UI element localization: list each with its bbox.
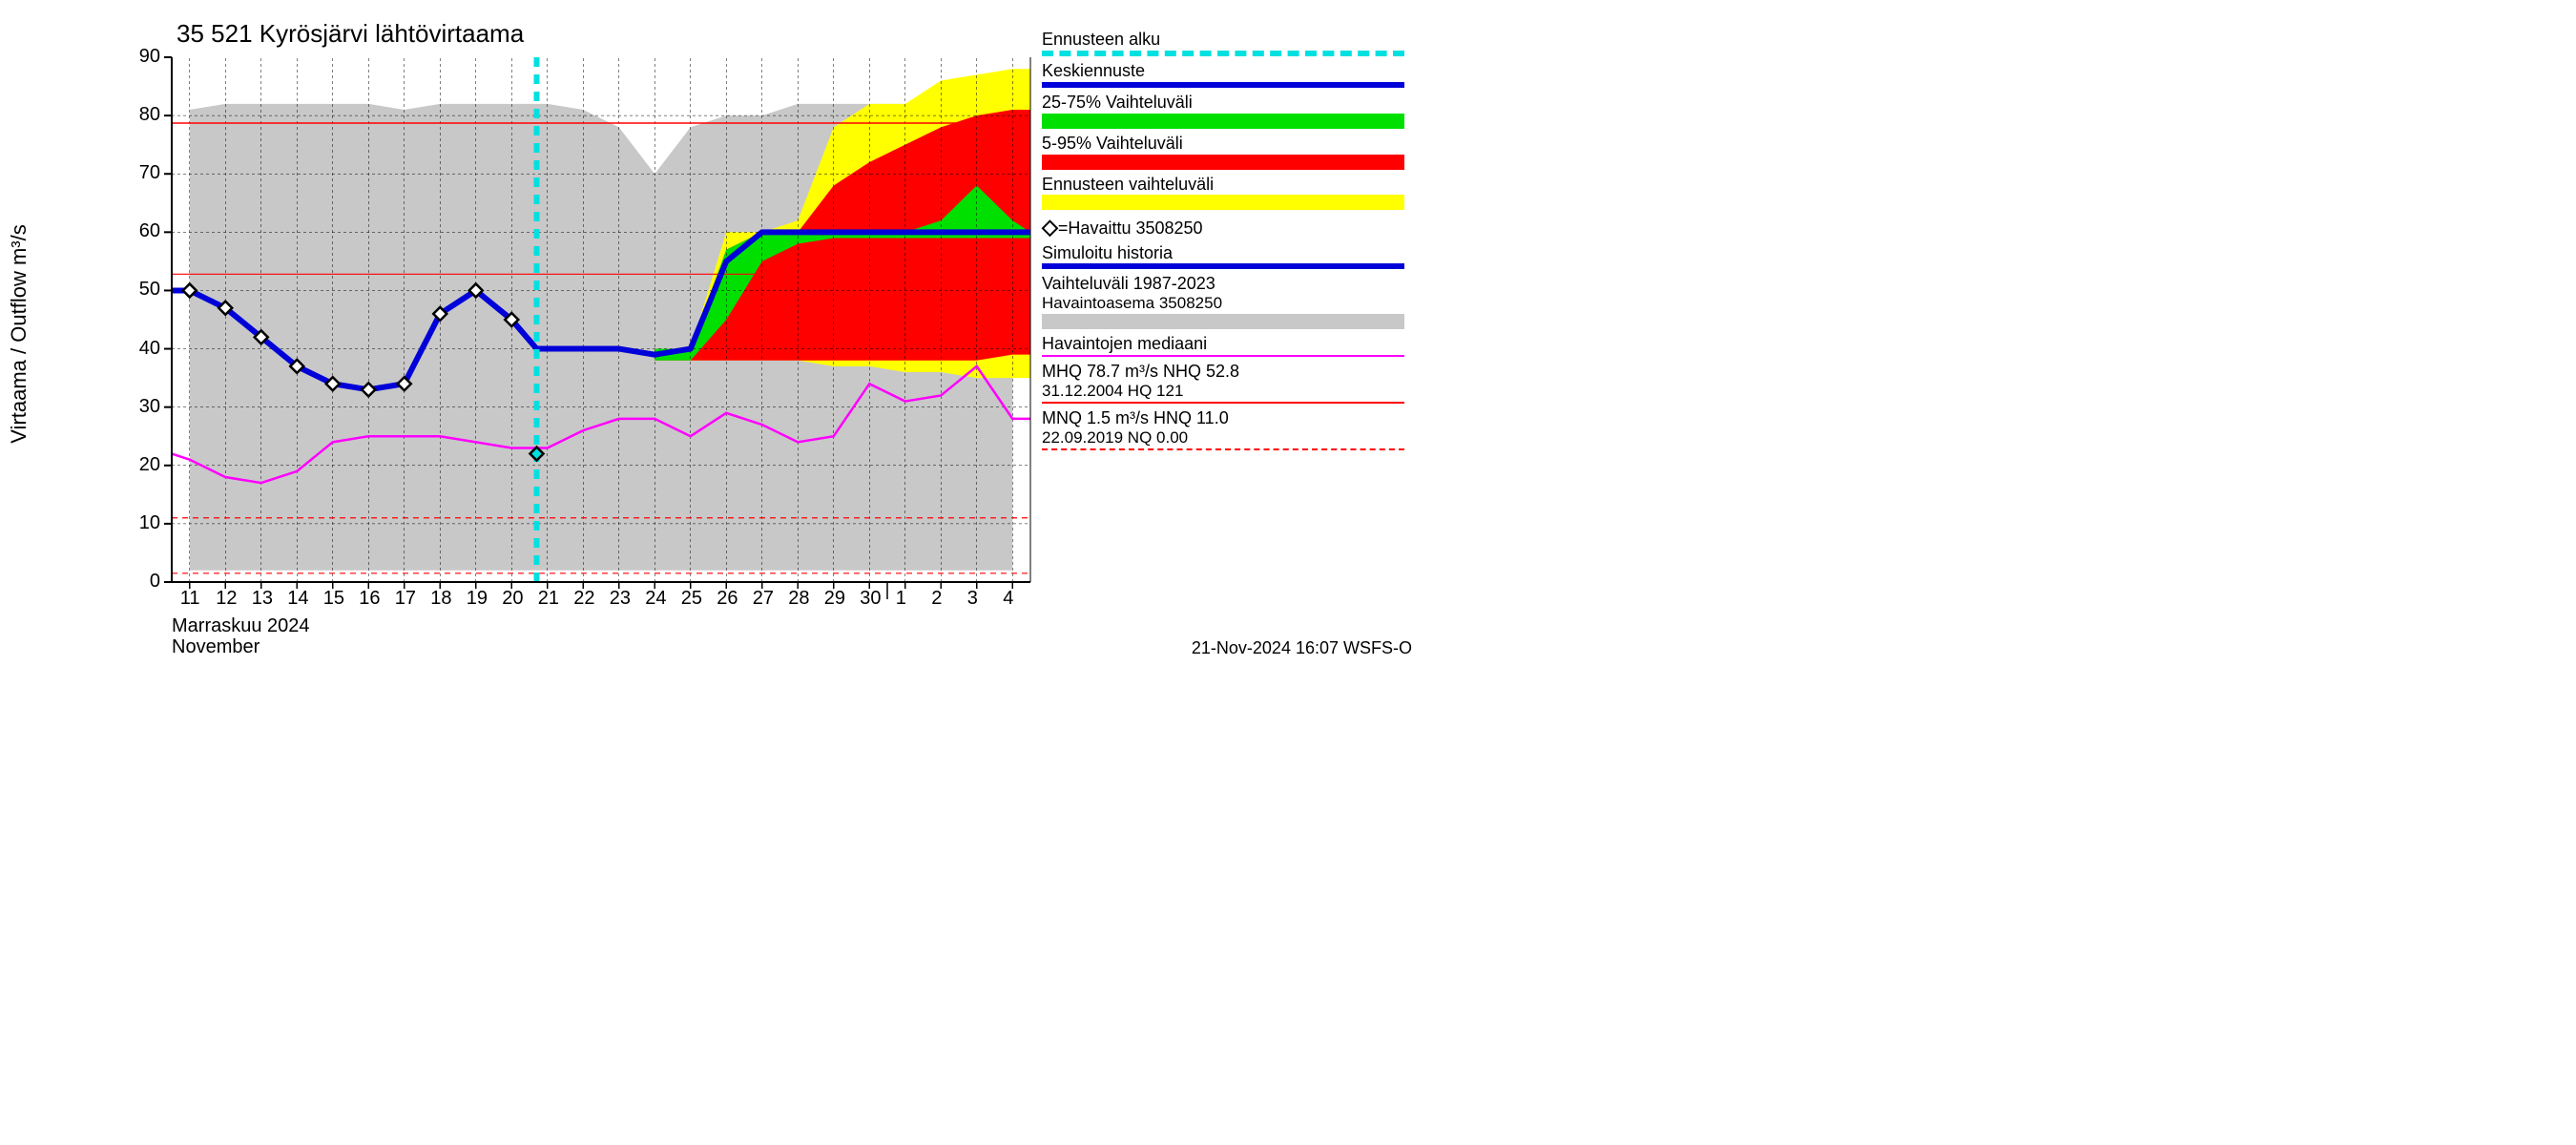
x-tick-label: 19 xyxy=(467,588,488,610)
x-tick-label: 25 xyxy=(681,588,702,610)
legend: Ennusteen alku Keskiennuste 25-75% Vaihtel… xyxy=(1042,31,1423,456)
legend-label: Vaihteluväli 1987-2023 xyxy=(1042,275,1423,293)
legend-swatch xyxy=(1042,448,1404,450)
x-axis-label-en: November xyxy=(172,636,310,657)
y-tick-label: 20 xyxy=(113,454,160,476)
x-tick-label: 20 xyxy=(502,588,523,610)
x-axis-label: Marraskuu 2024 November xyxy=(172,615,310,657)
y-tick-label: 90 xyxy=(113,46,160,68)
legend-swatch xyxy=(1042,82,1404,88)
legend-label: 25-75% Vaihteluväli xyxy=(1042,94,1423,112)
footer-timestamp: 21-Nov-2024 16:07 WSFS-O xyxy=(1192,638,1412,658)
x-tick-label: 16 xyxy=(359,588,380,610)
x-tick-label: 27 xyxy=(753,588,774,610)
legend-label: Simuloitu historia xyxy=(1042,244,1423,262)
y-axis-label: Virtaama / Outflow m³/s xyxy=(7,224,31,443)
y-tick-label: 70 xyxy=(113,162,160,184)
x-tick-label: 17 xyxy=(395,588,416,610)
legend-swatch xyxy=(1042,51,1404,56)
legend-swatch xyxy=(1042,355,1404,357)
legend-label: Keskiennuste xyxy=(1042,62,1423,80)
y-tick-label: 10 xyxy=(113,512,160,534)
y-tick-label: 0 xyxy=(113,571,160,593)
chart-container: 35 521 Kyrösjärvi lähtövirtaama Virtaama… xyxy=(0,0,1431,668)
legend-sublabel: Havaintoasema 3508250 xyxy=(1042,295,1423,312)
x-tick-label: 13 xyxy=(252,588,273,610)
x-tick-label: 11 xyxy=(180,588,200,610)
legend-label: MNQ 1.5 m³/s HNQ 11.0 xyxy=(1042,409,1423,427)
x-tick-label: 23 xyxy=(610,588,631,610)
x-tick-label: 22 xyxy=(573,588,594,610)
legend-label: MHQ 78.7 m³/s NHQ 52.8 xyxy=(1042,363,1423,381)
x-tick-label: 4 xyxy=(1003,588,1013,610)
x-tick-label: 21 xyxy=(538,588,559,610)
y-tick-label: 40 xyxy=(113,338,160,360)
legend-swatch xyxy=(1042,263,1404,269)
legend-sublabel: 22.09.2019 NQ 0.00 xyxy=(1042,429,1423,447)
legend-swatch xyxy=(1042,402,1404,404)
legend-sublabel: 31.12.2004 HQ 121 xyxy=(1042,383,1423,400)
legend-swatch xyxy=(1042,195,1404,210)
x-tick-label: 2 xyxy=(931,588,942,610)
x-tick-label: 3 xyxy=(967,588,978,610)
legend-label: Ennusteen vaihteluväli xyxy=(1042,176,1423,194)
legend-label: Ennusteen alku xyxy=(1042,31,1423,49)
x-tick-label: 15 xyxy=(323,588,344,610)
x-tick-label: 29 xyxy=(824,588,845,610)
y-tick-label: 60 xyxy=(113,220,160,242)
diamond-icon: ◇ xyxy=(1042,215,1058,239)
x-tick-label: 14 xyxy=(287,588,308,610)
y-tick-label: 30 xyxy=(113,396,160,418)
legend-swatch xyxy=(1042,114,1404,129)
x-tick-label: 12 xyxy=(216,588,237,610)
legend-label: 5-95% Vaihteluväli xyxy=(1042,135,1423,153)
legend-label: ◇=Havaittu 3508250 xyxy=(1042,216,1423,238)
x-tick-label: 18 xyxy=(430,588,451,610)
x-tick-label: 26 xyxy=(717,588,737,610)
y-tick-label: 50 xyxy=(113,279,160,301)
x-tick-label: 28 xyxy=(788,588,809,610)
x-axis-label-fi: Marraskuu 2024 xyxy=(172,615,310,636)
chart-title: 35 521 Kyrösjärvi lähtövirtaama xyxy=(177,19,524,49)
legend-swatch xyxy=(1042,155,1404,170)
x-tick-label: 24 xyxy=(645,588,666,610)
x-tick-label: 1 xyxy=(896,588,906,610)
x-tick-label: 30 xyxy=(860,588,881,610)
legend-swatch xyxy=(1042,314,1404,329)
legend-label: Havaintojen mediaani xyxy=(1042,335,1423,353)
y-tick-label: 80 xyxy=(113,104,160,126)
